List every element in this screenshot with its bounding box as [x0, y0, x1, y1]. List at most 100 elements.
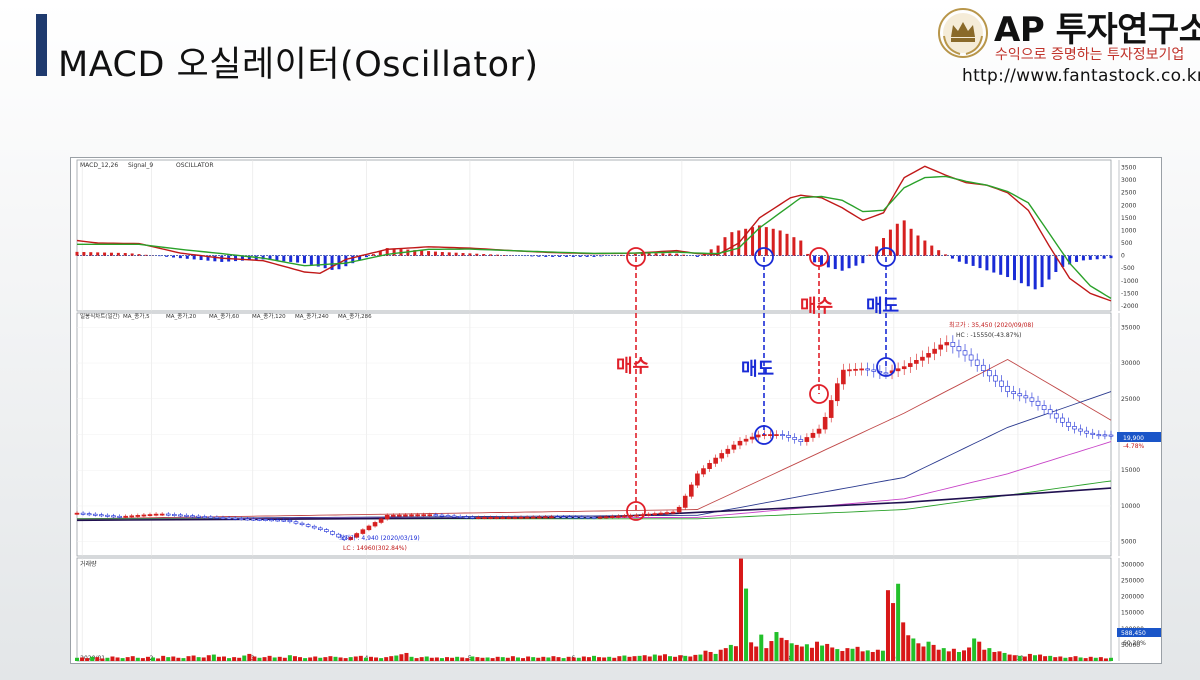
price-legend-item: 일봉식차트(일간) [80, 312, 120, 320]
candle-body [238, 518, 244, 520]
volume-bar [738, 558, 743, 661]
oscillator-bar [116, 252, 120, 256]
volume-bar [901, 622, 906, 661]
candle-body [609, 516, 615, 518]
candle-body [682, 495, 688, 508]
oscillator-bar [978, 255, 982, 269]
oscillator-bar [275, 255, 279, 261]
volume-bar [1098, 657, 1103, 661]
volume-bar [1083, 658, 1088, 661]
volume-bar [860, 651, 865, 661]
oscillator-bar [1019, 255, 1023, 284]
candle-body [920, 356, 925, 361]
oscillator-bar [1068, 255, 1072, 265]
volume-bar [237, 657, 242, 661]
candle-body [1035, 400, 1041, 406]
candle-body [804, 437, 810, 442]
candle-body [962, 350, 968, 356]
candle-body [901, 366, 907, 370]
volume-bar [749, 642, 754, 661]
oscillator-bar [592, 255, 596, 257]
oscillator-bar [751, 227, 755, 256]
oscillator-bar [785, 233, 789, 256]
oscillator-bar [82, 252, 86, 256]
sell-signal-price-marker [876, 357, 896, 377]
volume-bar [744, 588, 749, 661]
signal-line [77, 175, 1112, 300]
oscillator-bar [633, 253, 637, 256]
price-y-tick-label: 10000 [1121, 503, 1140, 510]
candle-body [482, 517, 487, 519]
candle-body [938, 344, 943, 350]
candle-body [822, 416, 828, 430]
oscillator-bar [882, 238, 886, 256]
volume-bar [348, 657, 353, 661]
volume-bar [561, 658, 566, 661]
candle-body [841, 369, 846, 385]
volume-bar [242, 655, 247, 661]
candle-body [196, 515, 201, 518]
volume-bar [662, 654, 667, 661]
oscillator-bar [89, 252, 93, 256]
oscillator-bar [468, 253, 472, 256]
oscillator-bar [378, 251, 382, 256]
candle-body [907, 363, 913, 367]
macd-y-tick-label: 500 [1121, 240, 1133, 247]
high-price-label: 최고가 : 35,450 (2020/09/08) [949, 321, 1034, 329]
candle-body [853, 368, 858, 371]
oscillator-bar [96, 252, 100, 256]
chart-canvas: 2020/01234567891035003000250020001500100… [74, 159, 1161, 662]
oscillator-bar [185, 255, 189, 259]
candle-body [360, 529, 366, 534]
oscillator-bar [930, 245, 934, 256]
oscillator-bar [240, 255, 244, 261]
volume-bar [972, 638, 977, 661]
volume-bar [1002, 652, 1007, 661]
current-price-label: 19,900 [1123, 435, 1144, 442]
candle-body [439, 514, 445, 517]
volume-bar [105, 657, 110, 661]
low-price-label: 최저가 : 4,940 (2020/03/19) [339, 534, 420, 542]
volume-bar [374, 657, 379, 661]
volume-bar [536, 657, 541, 661]
candle-body [1017, 393, 1023, 397]
volume-bar [526, 656, 531, 661]
oscillator-bar [447, 252, 451, 256]
volume-bar [389, 656, 394, 661]
oscillator-bar [268, 255, 272, 261]
volume-bar [186, 656, 191, 661]
volume-bar [733, 646, 738, 661]
oscillator-bar [709, 249, 713, 256]
price-y-tick-label: 15000 [1121, 467, 1140, 474]
volume-bar [206, 655, 211, 661]
candle-body [147, 514, 153, 517]
oscillator-bar [819, 255, 823, 266]
candle-body [378, 518, 384, 523]
volume-bar [845, 648, 850, 661]
volume-bar [607, 656, 612, 661]
volume-bar [891, 603, 896, 661]
oscillator-bar [75, 251, 79, 256]
volume-bar [257, 657, 262, 661]
candle-body [713, 457, 718, 464]
volume-bar [216, 656, 221, 661]
candle-body [1047, 409, 1053, 415]
volume-bar [799, 646, 804, 661]
candle-body [1023, 395, 1029, 399]
candle-body [165, 513, 171, 516]
candle-body [518, 516, 524, 519]
volume-bar [906, 635, 911, 661]
volume-bar [475, 657, 480, 661]
volume-bar [90, 656, 95, 661]
candle-body [415, 514, 420, 517]
volume-bar [166, 657, 171, 661]
volume-bar [951, 648, 956, 661]
candle-body [926, 353, 931, 358]
candle-body [366, 525, 372, 531]
candle-body [676, 506, 682, 513]
volume-bar [576, 657, 581, 661]
volume-bar [982, 649, 987, 661]
candle-body [950, 342, 956, 347]
website-url[interactable]: http://www.fantastock.co.kr [962, 66, 1200, 86]
volume-bar [870, 651, 875, 661]
